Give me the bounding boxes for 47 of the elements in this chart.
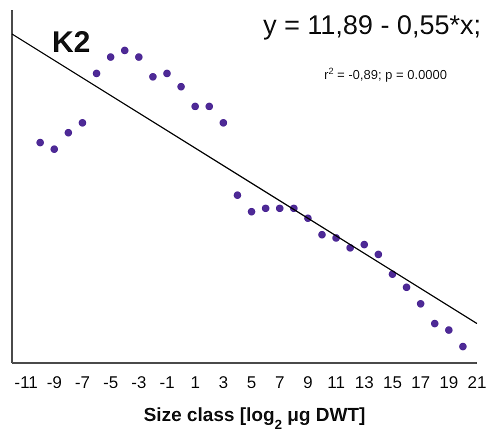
point <box>92 70 100 78</box>
point <box>50 145 58 153</box>
x-tick-label: 1 <box>190 373 200 392</box>
x-tick-label: -1 <box>159 373 175 392</box>
x-tick-label: 5 <box>246 373 256 392</box>
x-tick-label: 15 <box>382 373 402 392</box>
point <box>64 128 72 136</box>
x-tick-label: -9 <box>46 373 62 392</box>
point <box>191 102 199 110</box>
annotation: r$^{2}$ = -0,89; p = 0.0000 <box>324 66 447 82</box>
x-tick-label: -5 <box>103 373 118 392</box>
point <box>78 119 86 127</box>
point <box>234 191 242 200</box>
point <box>149 72 157 81</box>
point <box>459 342 467 350</box>
point <box>374 250 382 258</box>
annotation: y = 11,89 - 0,55*x; <box>263 10 481 40</box>
point <box>416 300 424 308</box>
x-axis-title: Size class [log$_{2}$ μg DWT] <box>144 405 366 432</box>
point <box>276 204 284 212</box>
chart-title: K2 <box>52 26 90 59</box>
x-tick-label: 19 <box>439 373 458 392</box>
point <box>248 208 256 216</box>
point <box>36 138 44 146</box>
point <box>318 230 326 238</box>
x-tick-label: 17 <box>411 373 430 392</box>
point <box>120 46 129 54</box>
point <box>430 320 439 328</box>
point <box>402 284 410 292</box>
x-tick-label: 11 <box>327 373 345 392</box>
point <box>445 326 453 334</box>
point <box>220 119 228 127</box>
point <box>177 82 185 90</box>
point <box>106 53 114 61</box>
x-tick-label: -3 <box>131 373 146 392</box>
x-tick-label: -11 <box>14 373 38 392</box>
x-tick-label: 13 <box>354 373 374 392</box>
point <box>163 70 171 78</box>
x-tick-label: 21 <box>468 373 486 392</box>
point <box>205 102 214 110</box>
x-tick-label: 9 <box>303 373 313 392</box>
x-tick-label: -7 <box>74 373 90 392</box>
point <box>360 240 368 248</box>
x-tick-label: 7 <box>274 373 284 392</box>
x-tick-label: 3 <box>218 373 228 392</box>
point <box>135 53 143 61</box>
point <box>262 204 270 212</box>
